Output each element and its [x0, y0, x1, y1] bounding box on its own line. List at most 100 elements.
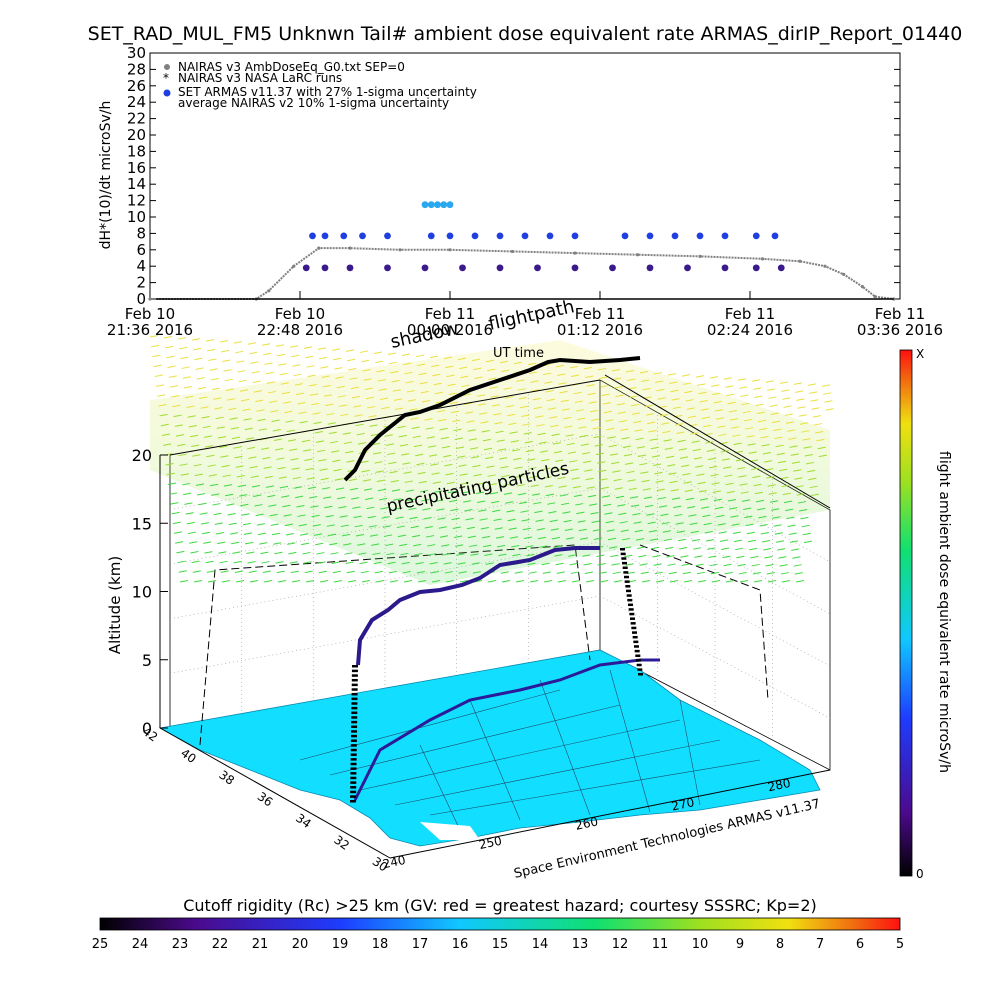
particle-dash	[515, 580, 525, 583]
data-point	[646, 264, 654, 272]
particle-dash	[683, 481, 692, 484]
particle-dash	[685, 497, 695, 501]
particle-dash	[654, 571, 663, 575]
particle-dash	[394, 507, 403, 510]
particle-dash	[375, 360, 384, 364]
particle-dash	[229, 417, 238, 420]
particle-dash	[537, 432, 546, 436]
particle-dash	[159, 413, 168, 417]
particle-dash	[535, 519, 544, 522]
particle-dash	[781, 389, 790, 392]
particle-dash	[171, 394, 180, 398]
particle-dash	[780, 572, 789, 575]
particle-dash	[358, 552, 367, 555]
particle-dash	[402, 570, 411, 574]
particle-dash	[223, 369, 232, 372]
particle-dash	[352, 506, 361, 509]
particle-dash	[598, 469, 607, 473]
particle-dash	[245, 541, 254, 545]
particle-dash	[580, 443, 589, 446]
particle-dash	[630, 403, 639, 407]
particle-dash	[438, 526, 447, 529]
particle-dash	[373, 451, 382, 455]
particle-dash	[183, 492, 192, 496]
particle-dash	[207, 464, 216, 467]
particle-dash	[767, 388, 776, 391]
particle-dash	[694, 555, 703, 558]
particle-dash	[203, 435, 213, 438]
series-line-nairas	[150, 247, 894, 300]
particle-dash	[307, 374, 316, 378]
particle-dash	[304, 570, 313, 574]
state-border	[539, 679, 591, 816]
rigidity-tick-label: 7	[816, 937, 824, 952]
particle-dash	[198, 502, 207, 506]
lat-tick-label: 36	[255, 789, 276, 809]
particle-dash	[184, 502, 193, 505]
particle-dash	[779, 381, 789, 384]
particle-dash	[595, 452, 605, 456]
particle-dash	[398, 434, 407, 438]
particle-dash	[432, 481, 441, 484]
particle-dash	[307, 486, 317, 490]
particle-dash	[466, 526, 475, 530]
particle-dash	[444, 463, 453, 467]
particle-dash	[730, 515, 739, 518]
particle-dash	[743, 507, 752, 510]
particle-dash	[389, 580, 399, 583]
particle-dash	[477, 403, 487, 406]
map-state-lines	[299, 669, 761, 831]
particle-dash	[408, 507, 417, 511]
particle-dash	[289, 345, 299, 348]
particle-dash	[751, 379, 761, 382]
descent-mark	[638, 673, 643, 676]
particle-dash	[163, 443, 172, 446]
particle-dash	[344, 552, 353, 555]
particle-dash	[676, 431, 685, 434]
particle-dash	[785, 508, 794, 512]
particle-dash	[273, 542, 282, 545]
particle-dash	[570, 468, 579, 472]
particle-dash	[416, 570, 425, 574]
particle-dash	[208, 474, 217, 477]
particle-dash	[809, 391, 818, 394]
particle-dash	[541, 562, 550, 566]
particle-dash	[439, 427, 448, 431]
particle-dash	[488, 377, 497, 380]
particle-dash	[439, 535, 449, 538]
particle-dash	[256, 409, 265, 412]
particle-dash	[569, 460, 578, 463]
particle-dash	[824, 400, 833, 403]
lon-tick-label: 240	[382, 853, 407, 871]
descent-mark	[629, 612, 635, 616]
y-tick-label: 6	[136, 241, 146, 259]
particle-dash	[510, 440, 519, 443]
particle-sheet-fill	[150, 340, 830, 585]
particle-dash	[800, 516, 809, 520]
particle-dash	[225, 388, 235, 391]
particle-dash	[586, 486, 595, 489]
particle-dash	[605, 419, 614, 422]
particle-dash	[663, 538, 673, 542]
particle-dash	[787, 524, 796, 528]
particle-dash	[795, 390, 804, 393]
particle-dash	[755, 403, 764, 407]
x-tick-label-date: Feb 11	[725, 305, 775, 323]
particle-dash	[600, 385, 609, 388]
particle-dash	[336, 385, 345, 389]
particle-dash	[513, 361, 523, 365]
particle-dash	[787, 429, 796, 432]
data-point	[842, 272, 846, 276]
particle-dash	[491, 404, 501, 407]
descent-mark	[627, 598, 633, 602]
particle-dash	[556, 571, 565, 574]
particle-dash	[762, 452, 771, 455]
particle-dash	[293, 373, 302, 377]
particle-dash	[258, 428, 267, 431]
particle-dash	[281, 391, 291, 395]
particle-dash	[418, 480, 427, 484]
particle-dash	[209, 483, 219, 487]
particle-dash	[286, 429, 295, 433]
descent-mark	[637, 668, 643, 671]
